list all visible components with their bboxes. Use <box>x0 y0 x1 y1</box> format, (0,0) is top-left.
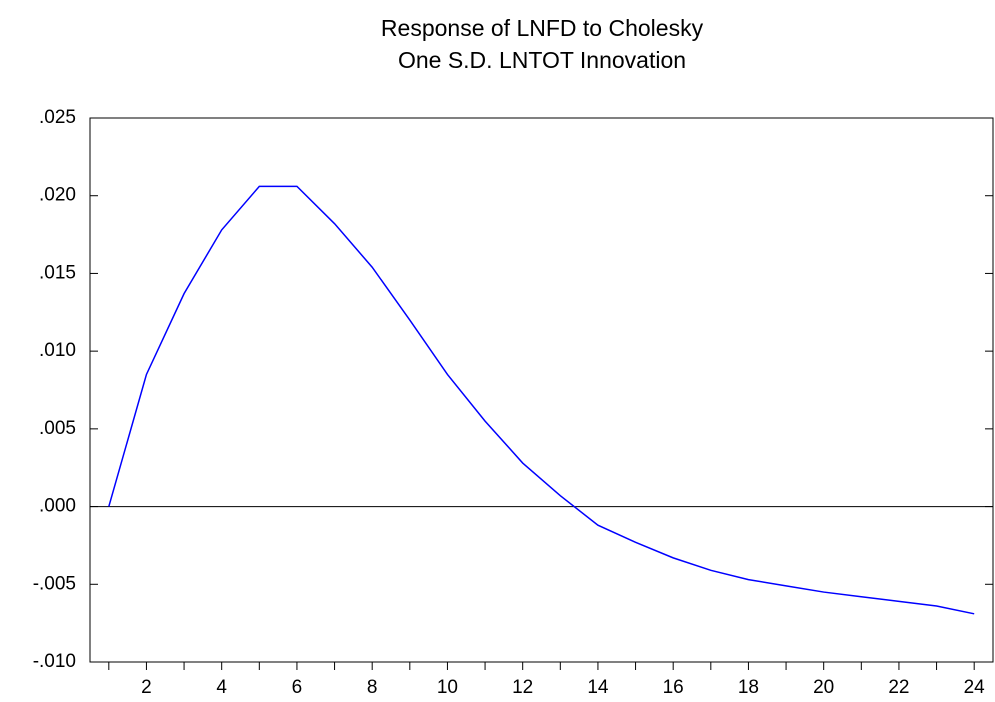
chart-title: One S.D. LNTOT Innovation <box>398 47 686 73</box>
x-tick-label: 12 <box>512 677 533 698</box>
y-tick-label: .020 <box>39 185 76 206</box>
y-tick-label: .015 <box>39 262 76 283</box>
y-tick-label: -.010 <box>33 651 76 672</box>
line <box>108 185 975 615</box>
y-tick-label: -.005 <box>33 573 76 594</box>
plot-frame <box>89 117 994 663</box>
x-tick-label: 18 <box>738 677 759 698</box>
y-tick-label: .010 <box>39 340 76 361</box>
x-tick-label: 2 <box>141 677 152 698</box>
chart-title: Response of LNFD to Cholesky <box>381 15 704 41</box>
x-tick-label: 4 <box>216 677 227 698</box>
y-tick-label: .000 <box>39 496 76 517</box>
y-tick-label: .005 <box>39 418 76 439</box>
x-tick-label: 6 <box>292 677 303 698</box>
x-tick-label: 8 <box>367 677 378 698</box>
x-tick-label: 14 <box>587 677 609 698</box>
x-tick-label: 16 <box>663 677 684 698</box>
x-tick-label: 20 <box>813 677 834 698</box>
x-tick-label: 24 <box>964 677 986 698</box>
x-tick-label: 10 <box>437 677 458 698</box>
y-tick-label: .025 <box>39 107 76 128</box>
x-tick-label: 22 <box>888 677 909 698</box>
